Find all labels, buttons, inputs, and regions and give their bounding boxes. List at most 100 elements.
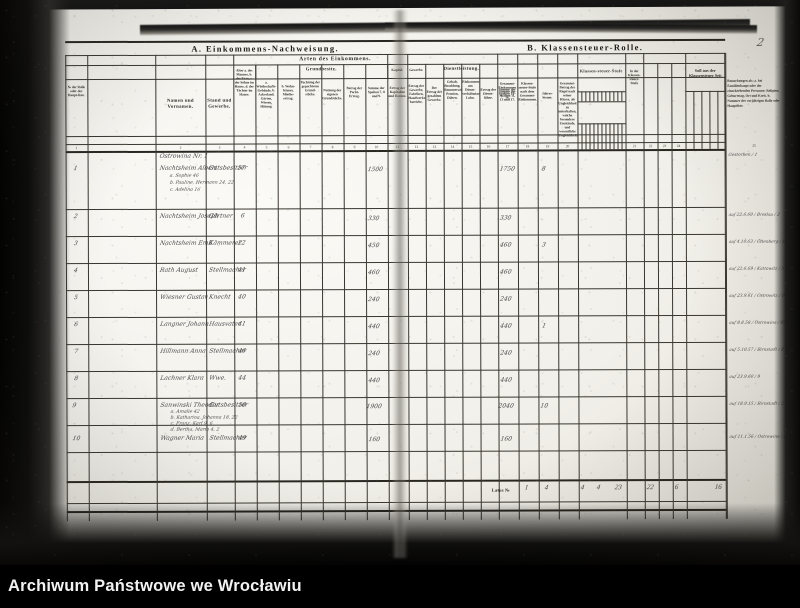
group-grundbesitz: Grundbesitz. (305, 67, 337, 73)
totals-value-4: 23 (614, 483, 623, 492)
tax-register-form: A. Einkommens-Nachweisung. B. Klassenste… (65, 38, 800, 522)
col-header-klassensteuerstufe-19: Klassen-steuer-Stufe nach dem Gesammt-Ei… (518, 81, 537, 102)
colnum-23: 23 (662, 144, 667, 149)
section-b-title: B. Klassensteuer-Rolle. (527, 42, 644, 53)
entry-total-3: 460 (499, 241, 513, 249)
totals-value-0: 1 (524, 483, 529, 492)
totals-value-5: 22 (646, 483, 655, 492)
entry-age-9: 50 (237, 401, 247, 409)
entry-no-3: 3 (73, 240, 79, 248)
entry-stufe-6: 1 (541, 322, 547, 330)
entry-age-5: 40 (237, 293, 247, 301)
col-header-summe-7-9: Summe der Spalten 7, 8 und 9. (367, 86, 385, 99)
scan-left-margin (0, 0, 70, 565)
arten-des-einkommens-header: Arten des Einkommens. (299, 56, 372, 63)
entry-stufe-9: 10 (539, 402, 549, 410)
col-header-dienstverhaeltnis: Einkommen aus Dienst-verhältnissen, Lohn… (462, 79, 480, 100)
totals-label: Latus № (491, 487, 510, 493)
entry-income-6: 440 (367, 323, 381, 331)
entry-income-7: 240 (367, 350, 381, 358)
col-header-dienstloehne: Ertrag der Dienst-löhne. (480, 87, 497, 100)
colnum-22: 22 (648, 144, 653, 149)
colnum-20: 20 (565, 144, 570, 149)
col-header-gehalt: Gehalt, Besoldung, Remuneration, Pension… (444, 79, 462, 100)
entry-name-4: Rath August (159, 266, 199, 274)
col-header-namen: Namen und Vornamen. (166, 98, 194, 110)
archive-watermark-text: Archiwum Państwowe we Wrocławiu (8, 577, 302, 595)
entry-name-5: Wiesner Gustav (159, 293, 209, 301)
colnum-10: 10 (374, 145, 379, 150)
col-header-wirtschaftsgebaeude: a. Wirthschafts-Gebäude, b. Ackerland, G… (256, 80, 277, 109)
entry-name-10: Wagner Maria (159, 434, 205, 442)
entry-no-2: 2 (73, 213, 79, 221)
colnum-12: 12 (414, 144, 419, 149)
scan-right-margin (774, 0, 800, 565)
colnum-8: 8 (331, 145, 334, 150)
col-header-betrag-pacht: Betrag der Pacht-Ertrag. (346, 86, 363, 99)
colnum-14: 14 (450, 144, 455, 149)
entry-age-10: 49 (237, 434, 247, 442)
colnum-18: 18 (525, 144, 530, 149)
entry-total-9: 2040 (497, 402, 515, 410)
totals-value-3: 4 (596, 483, 601, 492)
entry-no-7: 7 (73, 348, 79, 356)
entry-total-4: 460 (499, 268, 513, 276)
entry-income-4: 460 (367, 269, 381, 277)
entry-income-2: 330 (367, 215, 380, 223)
entry-trade-6: Hausvater (208, 320, 242, 328)
entry-name-3: Nachtsheim Emil (159, 239, 213, 247)
colnum-21: 21 (632, 144, 637, 149)
colnum-3: 3 (218, 145, 221, 150)
entry-heading-ostrowina: Ostrowina Nr. 1 (158, 152, 209, 160)
entry-remark-8: auf 23.9.60 / 9 (728, 373, 761, 379)
colnum-5: 5 (265, 145, 268, 150)
col-header-gezahlte-gewerbe: Der Ertrag der gezahlten Gewerbe. (426, 85, 443, 102)
entry-age-6: 41 (237, 320, 247, 328)
col-header-kapitalertrag: Ertrag der Kapitalien und Renten. (388, 85, 407, 99)
entry-sub-9c: c. Franz, Karl 9, 6 (170, 421, 213, 427)
section-a-title: A. Einkommens-Nachweisung. (191, 43, 340, 54)
col-header-in-der-stufe: In der Klassen-steuer-Stufe (628, 69, 641, 86)
entry-total-10: 160 (499, 435, 513, 443)
entry-name-6: Langner Johann (159, 320, 210, 328)
entry-trade-5: Knecht (208, 293, 232, 301)
entry-age-1: 57 (236, 164, 246, 172)
col-header-soll-aus-klassensteuer: Soll aus der Klassensteuer Seit (688, 68, 722, 78)
entry-trade-8: Wwe. (208, 374, 227, 382)
entry-income-1: 1500 (366, 166, 384, 174)
col-header-stand: Stand und Gewerbe. (207, 98, 232, 110)
entry-sub-9a: a. Amalie 42 (169, 409, 200, 415)
col-header-nutzung: Nutzung der eigenen Grundstücke. (322, 88, 343, 101)
totals-value-1: 4 (544, 483, 549, 492)
col-header-gesamtbetrag: Gesammt-Betrag der Regel nach seiner Kla… (558, 81, 578, 138)
col-header-jahressteuer: Jahres-Steuer. (541, 91, 553, 100)
col-header-gesamteinkommen: Gesammt-Einkommen Summe der Spalten 11, … (498, 81, 517, 102)
colnum-9: 9 (353, 145, 356, 150)
entry-sub-1c: c. Adelina 16 (169, 187, 201, 193)
colnum-24: 24 (676, 144, 681, 149)
entry-no-4: 4 (73, 267, 79, 275)
group-gewerbe: Gewerbe. (409, 67, 424, 72)
col-header-pachtung: Pachtung der gepachteten Grund-stücke. (300, 80, 321, 97)
col-header-alter: Alter a. des Mannes, b. der Frau, c. der… (234, 68, 254, 97)
entry-sub-1b: b. Pauline, Hermann 24, 22 (169, 180, 235, 186)
entry-age-3: 22 (237, 239, 247, 247)
entry-name-7: Hillmann Anna (159, 347, 207, 355)
entry-remark-0: Gestorben / 1 (728, 151, 758, 157)
entry-total-5: 240 (499, 295, 513, 303)
entry-remark-2: auf 22.6.69 / Breslau / 2 (728, 211, 781, 217)
colnum-6: 6 (287, 145, 290, 150)
col-header-wohnhaeuser: b. Wohn-häuser, Miethe-ertrag. (281, 84, 295, 101)
colnum-2: 2 (179, 145, 182, 150)
entry-no-10: 10 (71, 435, 81, 443)
entry-total-2: 330 (499, 214, 512, 222)
totals-value-7: 16 (714, 482, 723, 491)
col-header-gewerbeertrag: Ertrag der Gewerbe, Fabriken, Handwerks-… (408, 83, 426, 105)
totals-value-2: 4 (580, 483, 585, 492)
colnum-17: 17 (505, 144, 510, 149)
col-header-klassensteuerstufe-22: Klassen-steuer-Stufe (579, 69, 623, 74)
entry-age-4: 41 (237, 266, 247, 274)
entry-trade-2: Gärtner (208, 212, 234, 220)
colnum-7: 7 (309, 145, 312, 150)
entry-no-9: 9 (71, 402, 77, 410)
